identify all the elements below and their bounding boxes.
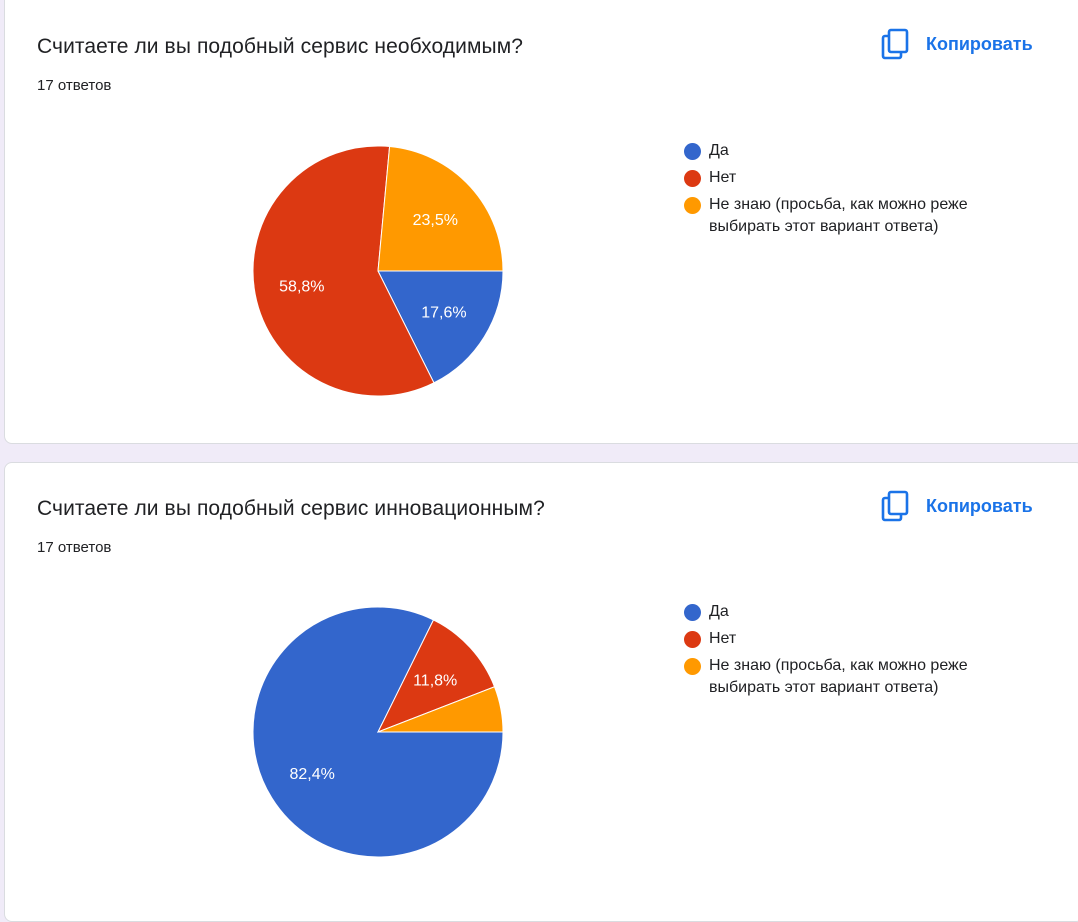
pie-chart: 82,4% 11,8% (252, 606, 504, 858)
copy-button[interactable]: Копировать (879, 28, 1033, 60)
legend-marker (684, 631, 701, 648)
question-title: Считаете ли вы подобный сервис инновацио… (37, 497, 545, 520)
legend-item: Да (684, 142, 1014, 162)
legend-label: Нет (709, 630, 737, 647)
slice-label: 82,4% (289, 766, 334, 783)
pie-slice (252, 145, 435, 397)
legend-marker (684, 143, 701, 160)
chart-legend: Да Нет Не знаю (просьба, как можно реже … (684, 603, 1014, 706)
legend-item: Нет (684, 169, 1014, 189)
legend-label: Да (709, 603, 729, 620)
copy-button-label: Копировать (926, 33, 1033, 54)
legend-item: Не знаю (просьба, как можно реже выбират… (684, 196, 1014, 238)
legend-marker (684, 197, 701, 214)
legend-item: Нет (684, 630, 1014, 650)
legend-label: Не знаю (просьба, как можно реже выбират… (709, 657, 968, 696)
question-card: Считаете ли вы подобный сервис необходим… (4, 0, 1078, 444)
question-card: Считаете ли вы подобный сервис инновацио… (4, 462, 1078, 922)
legend-label: Не знаю (просьба, как можно реже выбират… (709, 196, 968, 235)
copy-button-label: Копировать (926, 495, 1033, 516)
slice-label: 23,5% (413, 212, 458, 229)
question-title: Считаете ли вы подобный сервис необходим… (37, 35, 524, 58)
chart-legend: Да Нет Не знаю (просьба, как можно реже … (684, 142, 1014, 245)
legend-label: Нет (709, 169, 737, 186)
pie-slice (377, 270, 504, 384)
legend-marker (684, 604, 701, 621)
copy-icon (881, 490, 909, 522)
pie-slice (376, 619, 496, 733)
pie-slice (377, 686, 504, 733)
slice-label: 11,8% (413, 673, 457, 690)
pie-slice (252, 606, 504, 858)
legend-marker (684, 170, 701, 187)
legend-item: Не знаю (просьба, как можно реже выбират… (684, 657, 1014, 699)
slice-label: 17,6% (421, 305, 466, 322)
copy-button[interactable]: Копировать (879, 490, 1033, 522)
pie-slice (377, 145, 504, 272)
response-count: 17 ответов (37, 539, 112, 556)
slice-label: 58,8% (279, 278, 324, 295)
legend-label: Да (709, 142, 729, 159)
pie-chart: 17,6% 58,8% 23,5% (252, 145, 504, 397)
copy-icon (881, 28, 909, 60)
response-count: 17 ответов (37, 77, 112, 94)
legend-marker (684, 658, 701, 675)
legend-item: Да (684, 603, 1014, 623)
